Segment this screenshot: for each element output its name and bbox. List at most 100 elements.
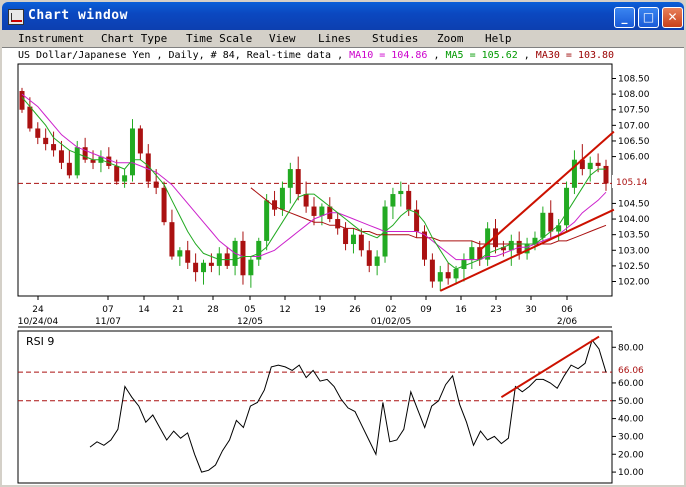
symbol-info: US Dollar/Japanese Yen , Daily, # 84, Re… xyxy=(18,50,332,61)
close-icon[interactable]: ✕ xyxy=(662,7,683,28)
price-tick-label: 103.50 xyxy=(618,231,650,241)
candle-body xyxy=(177,250,183,257)
rsi-current-label: 66.06 xyxy=(618,366,644,376)
price-tick-label: 106.50 xyxy=(618,137,650,147)
price-tick-label: 102.50 xyxy=(618,262,650,272)
candle-body xyxy=(256,240,262,260)
month-label: 11/07 xyxy=(95,317,121,327)
month-label: 10/24/04 xyxy=(18,317,59,327)
menu-help[interactable]: Help xyxy=(485,32,512,45)
chart-icon xyxy=(8,9,24,25)
candle-body xyxy=(437,272,443,282)
candle-body xyxy=(548,212,554,232)
candle-body xyxy=(106,156,112,166)
date-tick-label: 02 xyxy=(385,305,396,315)
menu-time-scale[interactable]: Time Scale xyxy=(186,32,253,45)
candle-body xyxy=(90,159,96,163)
title-bar[interactable]: Chart window _ □ ✕ xyxy=(2,2,684,30)
menu-studies[interactable]: Studies xyxy=(372,32,419,45)
rsi-pane: 80.00 60.00 50.00 40.00 30.00 20.00 10.00 xyxy=(18,335,644,478)
candle-body xyxy=(43,137,49,145)
candle-body xyxy=(27,106,33,129)
price-tick-label: 107.00 xyxy=(618,121,650,131)
date-tick-label: 19 xyxy=(314,305,326,315)
candle-body xyxy=(414,209,420,232)
rsi-line xyxy=(89,339,607,473)
date-tick-label: 23 xyxy=(490,305,501,315)
candle-body xyxy=(82,147,88,160)
date-tick-label: 16 xyxy=(455,305,467,315)
candle-body xyxy=(264,200,270,241)
candle-body xyxy=(366,250,372,266)
candle-body xyxy=(193,262,199,273)
candle-body xyxy=(421,231,427,260)
rsi-pane-frame xyxy=(17,330,613,484)
date-tick-label: 24 xyxy=(32,305,44,315)
menu-instrument[interactable]: Instrument xyxy=(18,32,85,45)
candle-body xyxy=(129,128,135,176)
price-tick-label: 104.50 xyxy=(618,199,650,209)
minimize-icon[interactable]: _ xyxy=(614,7,635,28)
candle-body xyxy=(579,159,585,170)
chart-area[interactable] xyxy=(2,48,684,485)
candle-body xyxy=(19,90,25,110)
candle-body xyxy=(603,165,609,184)
price-pane xyxy=(18,87,615,292)
candle-body xyxy=(493,228,499,248)
date-tick-label: 07 xyxy=(102,305,113,315)
candle-body xyxy=(295,169,301,195)
candle-body xyxy=(185,250,191,263)
candle-body xyxy=(556,225,562,232)
candle-body xyxy=(66,162,72,176)
rsi-tick-label: 60.00 xyxy=(618,379,644,389)
date-tick-label: 14 xyxy=(138,305,150,315)
candle-body xyxy=(240,240,246,276)
maximize-icon[interactable]: □ xyxy=(638,7,659,28)
candle-body xyxy=(58,150,64,163)
date-tick-label: 28 xyxy=(207,305,219,315)
price-tick-label: 106.00 xyxy=(618,153,650,163)
candle-body xyxy=(524,244,530,254)
date-axis: 24 07 14 21 28 05 12 19 26 02 09 16 23 30 06 10/24/04 11… xyxy=(18,296,577,327)
month-label: 01/02/05 xyxy=(371,317,411,327)
current-price-label: 105.14 xyxy=(616,178,648,188)
ma10-line xyxy=(21,93,607,261)
candle-body xyxy=(169,222,175,257)
candle-body xyxy=(272,200,278,210)
candle-body xyxy=(398,190,404,195)
candle-body xyxy=(445,272,451,279)
candle-body xyxy=(319,206,325,216)
candle-body xyxy=(343,228,349,245)
price-axis: 108.50 108.00 107.50 107.00 106.50 106.00 104.… xyxy=(612,74,650,288)
menu-zoom[interactable]: Zoom xyxy=(437,32,464,45)
candle-body xyxy=(51,144,57,151)
ma10-label: MA10 = 104.86 xyxy=(349,50,428,61)
rsi-tick-label: 40.00 xyxy=(618,415,644,425)
date-tick-label: 12 xyxy=(279,305,290,315)
rsi-label: RSI 9 xyxy=(26,335,54,348)
date-tick-label: 30 xyxy=(525,305,537,315)
date-tick-label: 26 xyxy=(349,305,361,315)
menu-bar: Instrument Chart Type Time Scale View Li… xyxy=(2,31,684,48)
date-tick-label: 09 xyxy=(420,305,432,315)
rsi-trendline[interactable] xyxy=(500,335,600,399)
trendline[interactable] xyxy=(439,208,615,292)
candle-body xyxy=(74,147,80,176)
candle-body xyxy=(153,181,159,188)
price-tick-label: 103.00 xyxy=(618,246,650,256)
candle-body xyxy=(587,162,593,170)
trendline[interactable] xyxy=(479,130,615,252)
ma5-label: MA5 = 105.62 xyxy=(445,50,518,61)
candle-body xyxy=(571,159,577,188)
menu-chart-type[interactable]: Chart Type xyxy=(101,32,168,45)
candle-body xyxy=(208,262,214,266)
candle-body xyxy=(500,247,506,251)
candle-body xyxy=(145,153,151,182)
candle-body xyxy=(374,256,380,266)
month-label: 2/06 xyxy=(557,317,577,327)
menu-view[interactable]: View xyxy=(269,32,296,45)
current-price-box xyxy=(612,175,650,188)
candle-body xyxy=(461,259,467,270)
menu-lines[interactable]: Lines xyxy=(318,32,352,45)
